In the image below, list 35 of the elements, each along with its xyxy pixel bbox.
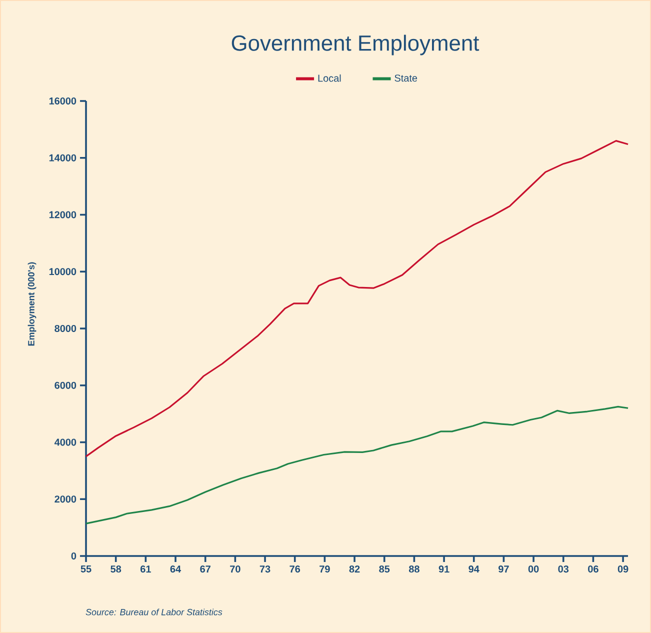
y-axis-title: Employment (000's) <box>28 262 36 346</box>
y-tick-label: 10000 <box>49 268 76 276</box>
y-tick-label: 0 <box>71 552 76 560</box>
x-tick-label: 85 <box>379 566 390 573</box>
x-tick-label: 03 <box>558 566 569 573</box>
x-tick-label: 09 <box>618 566 628 573</box>
x-tick-label: 61 <box>140 566 151 573</box>
y-tick-label: 2000 <box>54 496 76 503</box>
y-tick-label: 14000 <box>49 154 76 162</box>
x-tick-label: 58 <box>110 566 122 573</box>
x-tick-label: 97 <box>498 566 509 573</box>
x-tick-label: 55 <box>80 566 92 572</box>
x-tick-label: 91 <box>438 566 450 573</box>
x-tick-label: 06 <box>588 566 598 573</box>
x-tick-label: 82 <box>349 566 360 573</box>
x-tick-label: 67 <box>200 566 210 573</box>
x-tick-label: 00 <box>528 566 539 573</box>
x-tick-label: 79 <box>320 566 330 573</box>
legend-label: Local <box>318 74 341 82</box>
y-tick-label: 6000 <box>54 382 76 389</box>
legend-label: State <box>394 74 418 82</box>
y-tick-label: 4000 <box>54 438 76 446</box>
x-tick-label: 76 <box>290 566 300 573</box>
line-series <box>85 140 629 458</box>
x-tick-label: 88 <box>408 566 420 573</box>
y-tick-label: 16000 <box>49 97 76 105</box>
chart-title: Government Employment <box>232 34 480 56</box>
y-tick-label: 8000 <box>54 324 76 332</box>
x-tick-label: 94 <box>468 566 480 573</box>
y-tick-label: 12000 <box>49 211 76 218</box>
x-tick-label: 70 <box>230 566 240 573</box>
x-tick-label: 73 <box>260 566 270 573</box>
source-note: Source: Bureau of Labor Statistics <box>86 608 222 616</box>
line-series <box>85 406 629 524</box>
x-tick-label: 64 <box>170 566 181 573</box>
